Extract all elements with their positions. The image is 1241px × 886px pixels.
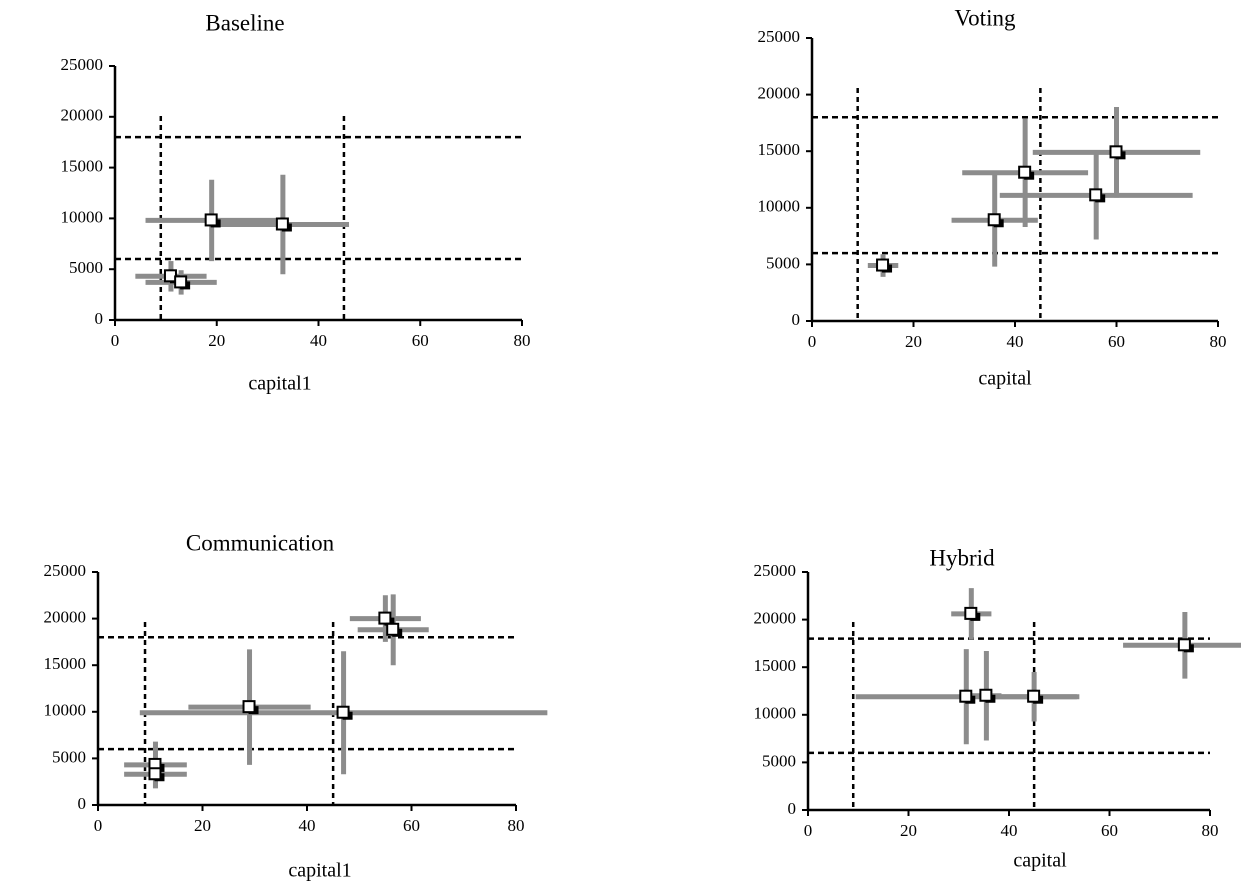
y-tick-label: 25000 [61, 55, 104, 74]
point [174, 275, 188, 289]
x-tick-label: 0 [111, 331, 120, 350]
y-tick-label: 25000 [754, 561, 797, 580]
x-axis-label: capital1 [248, 373, 311, 395]
point [148, 767, 162, 781]
y-tick-label: 15000 [44, 654, 87, 673]
y-tick-label: 5000 [766, 253, 800, 272]
point [964, 606, 978, 620]
chart-title: Communication [186, 530, 335, 555]
y-tick-label: 10000 [754, 704, 797, 723]
y-tick-label: 20000 [758, 84, 801, 103]
point [987, 213, 1001, 227]
x-tick-label: 20 [905, 332, 922, 351]
point [336, 705, 350, 719]
y-tick-label: 5000 [52, 747, 86, 766]
x-tick-label: 80 [1202, 821, 1219, 840]
point [876, 258, 890, 272]
x-tick-label: 40 [1001, 821, 1018, 840]
x-tick-label: 40 [310, 331, 327, 350]
y-tick-label: 15000 [61, 157, 104, 176]
x-tick-label: 60 [403, 816, 420, 835]
x-tick-label: 40 [1007, 332, 1024, 351]
chart-title: Baseline [205, 10, 284, 35]
chart-title: Hybrid [929, 545, 995, 570]
x-tick-label: 60 [1108, 332, 1125, 351]
point [386, 622, 400, 636]
y-tick-label: 0 [95, 309, 104, 328]
y-tick-label: 20000 [61, 106, 104, 125]
x-tick-label: 80 [508, 816, 525, 835]
point [378, 611, 392, 625]
y-tick-label: 15000 [758, 140, 801, 159]
y-tick-label: 0 [78, 794, 87, 813]
point [1177, 638, 1191, 652]
x-tick-label: 80 [1210, 332, 1227, 351]
y-tick-label: 5000 [762, 751, 796, 770]
x-axis-label: capital [1013, 850, 1067, 872]
point [979, 688, 993, 702]
point [1018, 165, 1032, 179]
point [1027, 689, 1041, 703]
x-tick-label: 60 [412, 331, 429, 350]
x-tick-label: 0 [94, 816, 103, 835]
x-tick-label: 20 [194, 816, 211, 835]
point [204, 213, 218, 227]
x-tick-label: 0 [804, 821, 813, 840]
y-tick-label: 25000 [44, 561, 87, 580]
y-tick-label: 10000 [44, 701, 87, 720]
point [242, 700, 256, 714]
x-axis-label: capital [978, 368, 1032, 390]
y-tick-label: 0 [788, 799, 797, 818]
y-tick-label: 20000 [754, 609, 797, 628]
y-tick-label: 10000 [758, 197, 801, 216]
y-tick-label: 10000 [61, 207, 104, 226]
y-tick-label: 5000 [69, 258, 103, 277]
y-tick-label: 0 [792, 310, 801, 329]
x-tick-label: 20 [900, 821, 917, 840]
x-tick-label: 0 [808, 332, 817, 351]
x-tick-label: 60 [1101, 821, 1118, 840]
point [1089, 188, 1103, 202]
y-tick-label: 15000 [754, 656, 797, 675]
point [959, 689, 973, 703]
point [1109, 145, 1123, 159]
point [275, 217, 289, 231]
y-tick-label: 20000 [44, 608, 87, 627]
y-tick-label: 25000 [758, 27, 801, 46]
chart-title: Voting [955, 5, 1016, 30]
x-tick-label: 40 [299, 816, 316, 835]
x-axis-label: capital1 [288, 860, 351, 882]
x-tick-label: 80 [514, 331, 531, 350]
x-tick-label: 20 [208, 331, 225, 350]
